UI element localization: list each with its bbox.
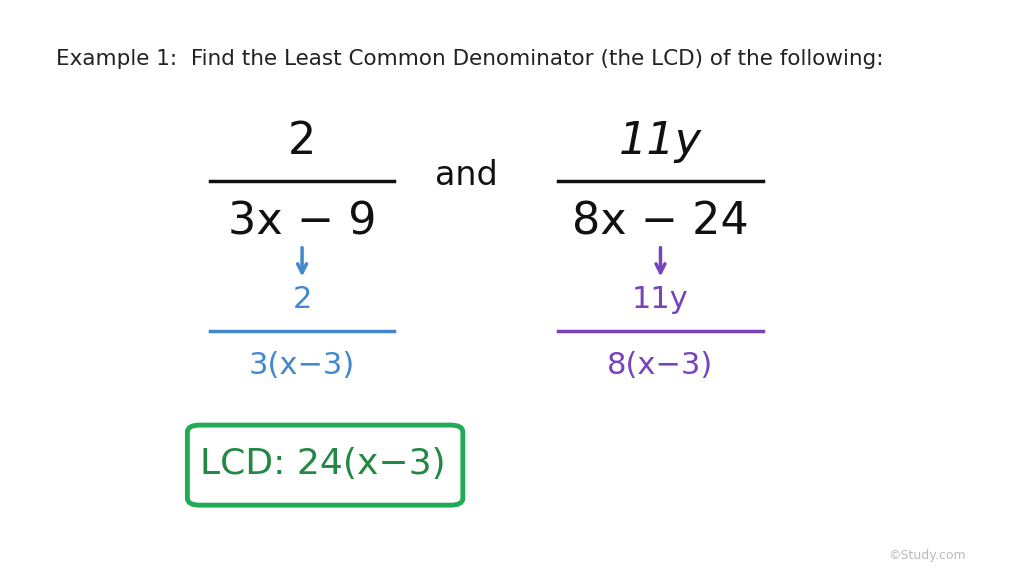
Text: and: and: [434, 159, 498, 192]
Text: 3(x−3): 3(x−3): [249, 351, 355, 380]
Text: 8x − 24: 8x − 24: [572, 200, 749, 243]
Text: 11y: 11y: [618, 120, 702, 162]
Text: ©Study.com: ©Study.com: [888, 548, 966, 562]
Text: 2: 2: [293, 285, 311, 314]
Text: Example 1:  Find the Least Common Denominator (the LCD) of the following:: Example 1: Find the Least Common Denomin…: [56, 49, 884, 69]
Text: LCD: 24(x−3): LCD: 24(x−3): [200, 446, 445, 481]
Text: 8(x−3): 8(x−3): [607, 351, 714, 380]
Text: 11y: 11y: [632, 285, 689, 314]
Text: 2: 2: [288, 120, 316, 162]
Text: 3x − 9: 3x − 9: [227, 200, 377, 243]
